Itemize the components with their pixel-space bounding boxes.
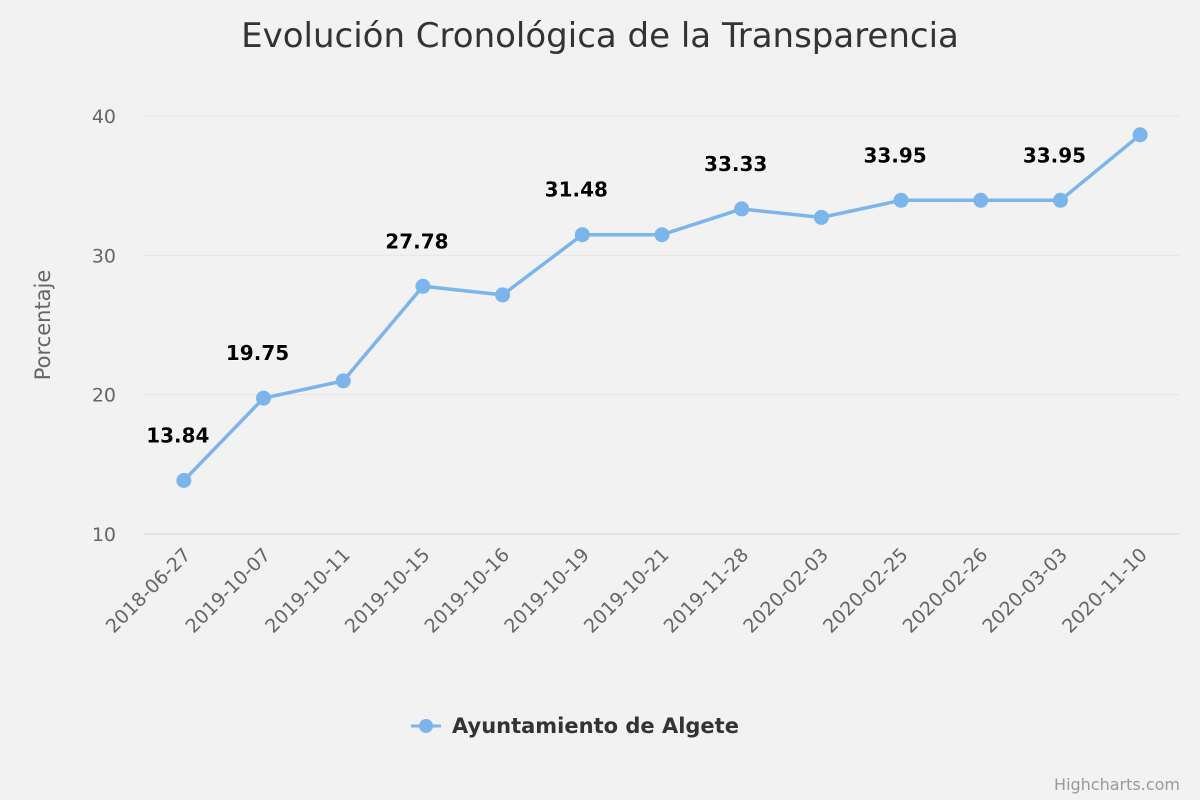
series-layer bbox=[176, 127, 1148, 488]
data-point-marker[interactable] bbox=[415, 278, 431, 294]
data-labels: 13.84 19.75 27.78 31.48 33.33 33.95 33.95 bbox=[146, 143, 1087, 448]
data-point-marker[interactable] bbox=[574, 227, 590, 243]
data-point-marker[interactable] bbox=[893, 192, 909, 208]
data-point-marker[interactable] bbox=[1132, 127, 1148, 143]
data-label: 13.84 bbox=[146, 423, 209, 447]
data-label: 31.48 bbox=[545, 178, 608, 202]
data-point-marker[interactable] bbox=[654, 227, 670, 243]
y-tick-label: 10 bbox=[92, 524, 116, 546]
grid-lines bbox=[144, 115, 1180, 535]
y-axis-label: Porcentaje bbox=[31, 270, 55, 381]
data-point-marker[interactable] bbox=[335, 373, 351, 389]
data-point-marker[interactable] bbox=[495, 287, 511, 303]
data-label: 33.95 bbox=[1023, 143, 1086, 167]
data-label: 33.95 bbox=[863, 143, 926, 167]
y-tick-label: 20 bbox=[92, 385, 116, 407]
data-label: 27.78 bbox=[385, 229, 448, 253]
credits-link[interactable]: Highcharts.com bbox=[1054, 775, 1180, 794]
data-point-marker[interactable] bbox=[1052, 192, 1068, 208]
y-tick-label: 30 bbox=[92, 245, 116, 267]
data-point-marker[interactable] bbox=[256, 390, 272, 406]
data-point-marker[interactable] bbox=[176, 472, 192, 488]
y-tick-label: 40 bbox=[92, 106, 116, 128]
data-point-marker[interactable] bbox=[973, 192, 989, 208]
legend-marker-icon bbox=[419, 719, 433, 733]
data-point-marker[interactable] bbox=[813, 209, 829, 225]
y-axis-ticks: 10 20 30 40 bbox=[92, 106, 116, 546]
legend-label[interactable]: Ayuntamiento de Algete bbox=[452, 714, 739, 738]
data-label: 33.33 bbox=[704, 152, 767, 176]
data-point-marker[interactable] bbox=[734, 201, 750, 217]
data-label: 19.75 bbox=[226, 341, 289, 365]
legend-item[interactable]: Ayuntamiento de Algete bbox=[411, 714, 739, 738]
chart-title: Evolución Cronológica de la Transparenci… bbox=[241, 16, 959, 56]
